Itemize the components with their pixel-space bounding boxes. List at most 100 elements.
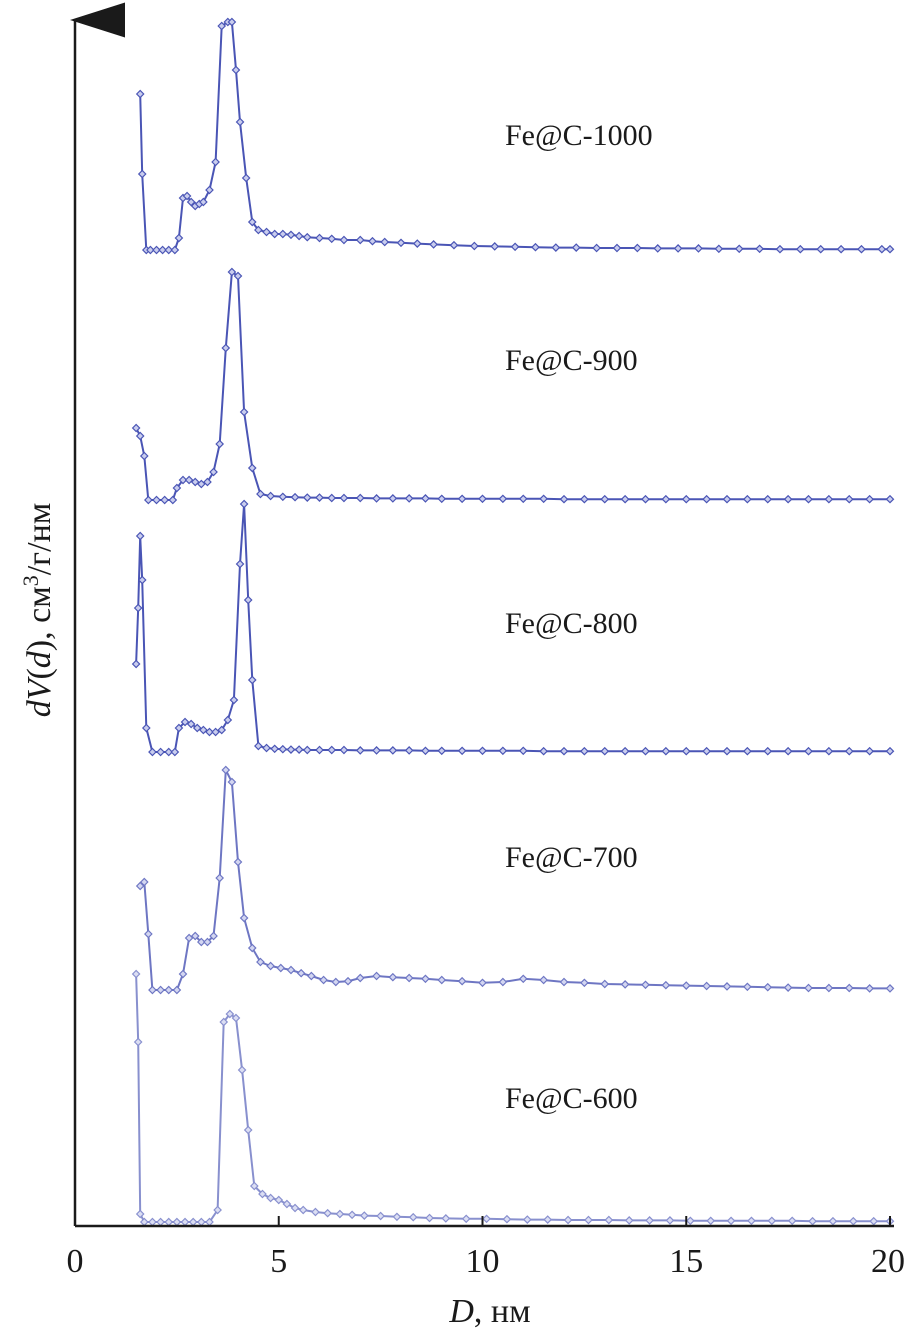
data-point — [290, 1203, 300, 1213]
data-point — [518, 746, 528, 756]
data-point — [152, 495, 161, 505]
data-point — [302, 232, 312, 242]
data-point — [298, 1205, 308, 1215]
x-tick-label: 0 — [67, 1243, 84, 1280]
data-point — [247, 217, 257, 227]
data-point — [235, 559, 245, 569]
data-point — [262, 227, 271, 237]
data-point — [188, 1217, 198, 1227]
data-point — [286, 230, 296, 240]
data-point — [347, 1210, 357, 1220]
data-point — [580, 494, 589, 504]
series-label: Fe@C-800 — [505, 607, 638, 640]
data-point — [372, 494, 381, 503]
series-fe-c-600 — [131, 969, 895, 1227]
data-point — [311, 1207, 320, 1217]
data-point — [551, 243, 561, 252]
series-label: Fe@C-1000 — [505, 119, 653, 152]
data-point — [223, 715, 233, 725]
data-point — [441, 1214, 451, 1223]
data-point — [461, 1214, 471, 1224]
data-point — [490, 242, 500, 251]
data-point — [174, 723, 184, 733]
data-point — [315, 233, 324, 243]
data-point — [227, 17, 237, 27]
data-point — [694, 244, 703, 253]
data-point — [217, 21, 227, 31]
data-point — [816, 244, 826, 254]
data-point — [239, 499, 249, 509]
data-point — [233, 271, 243, 281]
data-point — [217, 725, 227, 735]
data-point — [783, 494, 793, 504]
data-point — [844, 983, 854, 993]
data-point — [186, 197, 196, 207]
data-point — [286, 965, 296, 975]
data-point — [437, 975, 447, 985]
data-point — [144, 495, 153, 505]
series-line — [135, 270, 890, 501]
data-point — [482, 1214, 491, 1224]
data-point — [199, 725, 208, 735]
data-point — [135, 89, 145, 99]
data-point — [559, 494, 569, 504]
data-point — [502, 1214, 512, 1224]
data-point — [135, 531, 145, 541]
data-point — [641, 494, 650, 504]
data-point — [213, 1205, 222, 1215]
data-point — [767, 1216, 777, 1226]
data-point — [241, 173, 251, 183]
data-point — [227, 777, 237, 787]
data-point — [478, 494, 487, 504]
data-point — [156, 747, 165, 757]
data-point — [243, 595, 253, 605]
data-point — [141, 723, 151, 733]
data-point — [726, 1216, 736, 1226]
data-point — [592, 243, 601, 253]
data-point — [331, 977, 341, 987]
data-point — [355, 746, 365, 755]
data-point — [131, 423, 141, 433]
data-point — [885, 984, 895, 993]
series-fe-c-700 — [135, 765, 895, 995]
data-point — [653, 244, 663, 253]
data-point — [380, 237, 390, 247]
data-point — [559, 746, 569, 756]
data-point — [184, 475, 194, 485]
data-point — [186, 719, 196, 729]
data-point — [225, 1009, 235, 1019]
data-point — [421, 974, 430, 984]
data-point — [274, 1195, 284, 1205]
data-point — [543, 1215, 553, 1224]
data-point — [865, 494, 874, 504]
data-point — [148, 985, 157, 995]
x-axis-label: D, нм — [448, 1293, 530, 1330]
data-point — [804, 983, 813, 993]
data-point — [808, 1216, 817, 1226]
data-point — [828, 1216, 838, 1226]
data-point — [747, 1216, 756, 1226]
data-point — [804, 746, 813, 756]
data-point — [869, 1216, 879, 1226]
data-point — [144, 929, 153, 939]
data-point — [276, 963, 286, 973]
data-point — [563, 1215, 573, 1225]
data-point — [355, 235, 365, 245]
data-point — [425, 1213, 434, 1223]
data-point — [239, 913, 249, 923]
data-point — [604, 1215, 614, 1225]
data-point — [518, 974, 528, 984]
data-point — [531, 242, 540, 252]
x-tick-label: 15 — [669, 1243, 703, 1280]
data-point — [266, 491, 275, 501]
data-point — [323, 1208, 332, 1218]
data-point — [620, 746, 630, 756]
series-label: Fe@C-600 — [505, 1082, 638, 1115]
data-point — [172, 483, 182, 493]
data-point — [148, 1217, 157, 1227]
data-point — [539, 494, 548, 504]
data-point — [372, 971, 381, 981]
data-point — [278, 744, 288, 754]
data-point — [404, 494, 414, 503]
data-point — [421, 746, 430, 756]
